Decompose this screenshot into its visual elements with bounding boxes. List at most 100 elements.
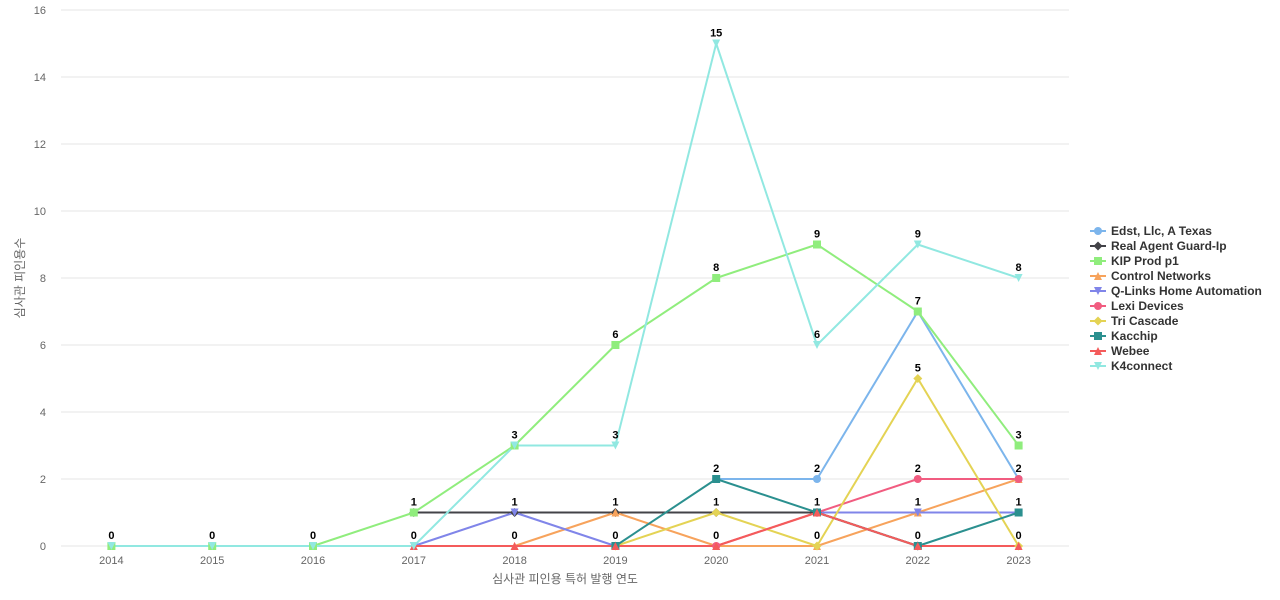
data-point-k4connect xyxy=(1014,274,1023,282)
data-label: 1 xyxy=(713,497,719,509)
legend-label: Control Networks xyxy=(1111,269,1211,283)
data-point-webee xyxy=(1014,542,1023,550)
data-label: 0 xyxy=(209,530,215,542)
legend-marker xyxy=(1094,347,1102,355)
legend-label: Webee xyxy=(1111,344,1150,358)
legend-marker xyxy=(1094,257,1102,265)
data-label: 0 xyxy=(411,530,417,542)
x-tick-label: 2023 xyxy=(1006,555,1030,567)
legend-label: Edst, Llc, A Texas xyxy=(1111,224,1212,238)
data-label: 1 xyxy=(512,497,518,509)
data-label: 6 xyxy=(814,329,820,341)
legend-item-real-agent-guard-ip[interactable]: Real Agent Guard-Ip xyxy=(1090,239,1227,253)
data-label: 1 xyxy=(411,497,417,509)
data-label: 1 xyxy=(612,497,618,509)
legend-marker xyxy=(1093,241,1103,251)
data-point-webee xyxy=(712,542,721,550)
legend-item-tri-cascade[interactable]: Tri Cascade xyxy=(1090,314,1179,328)
legend-label: K4connect xyxy=(1111,359,1172,373)
data-label: 3 xyxy=(612,430,618,442)
legend-item-kacchip[interactable]: Kacchip xyxy=(1090,329,1158,343)
data-point-kacchip xyxy=(1014,508,1023,517)
series-line-k4connect xyxy=(110,42,1020,547)
data-label: 0 xyxy=(310,530,316,542)
data-label: 0 xyxy=(108,530,114,542)
legend-item-control-networks[interactable]: Control Networks xyxy=(1090,269,1211,283)
data-point-kip-prod-p1 xyxy=(913,307,922,316)
data-label: 9 xyxy=(915,229,921,241)
legend-marker xyxy=(1094,362,1102,370)
data-label: 0 xyxy=(1016,530,1022,542)
x-tick-label: 2015 xyxy=(200,555,224,567)
data-labels: 0 0 0 1 0 3 1 0 6 3 1 0 15 8 2 1 0 9 6 2 1 0 9 7 5 2 1 0 8 3 2 1 0 xyxy=(108,28,1021,543)
x-tick-label: 2014 xyxy=(99,555,123,567)
y-tick-label: 14 xyxy=(34,72,46,84)
data-label: 3 xyxy=(1016,430,1022,442)
x-tick-label: 2022 xyxy=(906,555,930,567)
data-point-kip-prod-p1 xyxy=(611,341,620,349)
legend-item-webee[interactable]: Webee xyxy=(1090,344,1150,358)
x-tick-label: 2018 xyxy=(502,555,526,567)
y-tick-label: 0 xyxy=(40,541,46,553)
data-point-lexi-devices xyxy=(1014,475,1023,483)
data-label: 1 xyxy=(915,497,921,509)
x-tick-label: 2020 xyxy=(704,555,728,567)
data-point-k4connect xyxy=(409,542,418,550)
data-point-tri-cascade xyxy=(913,374,923,383)
data-point-k4connect xyxy=(510,441,519,450)
legend-item-edst-llc-a-texas[interactable]: Edst, Llc, A Texas xyxy=(1090,224,1212,238)
data-point-webee xyxy=(813,508,821,517)
data-point-lexi-devices xyxy=(913,475,922,483)
y-axis-title: 심사관 피인용수 xyxy=(13,238,27,319)
data-label: 6 xyxy=(612,329,618,341)
data-label: 0 xyxy=(814,530,820,542)
legend-marker xyxy=(1093,316,1103,326)
data-label: 0 xyxy=(512,530,518,542)
legend-item-q-links-home-automation[interactable]: Q-Links Home Automation xyxy=(1090,284,1262,298)
x-tick-label: 2019 xyxy=(603,555,627,567)
data-label: 2 xyxy=(1016,463,1022,475)
series-markers xyxy=(107,39,1024,551)
data-label: 2 xyxy=(814,463,820,475)
data-point-k4connect xyxy=(712,39,721,48)
legend-item-lexi-devices[interactable]: Lexi Devices xyxy=(1090,299,1184,313)
grid-lines xyxy=(61,9,1069,547)
data-point-k4connect xyxy=(107,542,116,550)
data-label: 9 xyxy=(814,229,820,241)
legend-item-kip-prod-p1[interactable]: KIP Prod p1 xyxy=(1090,254,1179,268)
data-point-webee xyxy=(611,542,620,550)
x-tick-label: 2021 xyxy=(805,555,829,567)
data-point-control-networks xyxy=(611,508,620,517)
y-axis-ticks: 0 2 4 6 8 10 12 14 16 xyxy=(34,5,46,553)
data-point-edst-llc-a-texas xyxy=(813,475,821,483)
series-lines xyxy=(110,42,1020,547)
data-point-webee xyxy=(913,542,922,550)
y-tick-label: 6 xyxy=(40,340,46,352)
x-tick-label: 2016 xyxy=(301,555,325,567)
series-line-edst-llc-a-texas xyxy=(715,310,1020,480)
data-point-k4connect xyxy=(208,542,217,550)
legend-label: Lexi Devices xyxy=(1111,299,1184,313)
data-point-kip-prod-p1 xyxy=(813,240,821,249)
data-point-k4connect xyxy=(913,240,922,249)
data-label: 8 xyxy=(713,262,719,274)
y-tick-label: 16 xyxy=(34,5,46,17)
legend-marker xyxy=(1094,272,1102,280)
legend-label: KIP Prod p1 xyxy=(1111,254,1179,268)
x-tick-label: 2017 xyxy=(402,555,426,567)
data-point-q-links-home-automation xyxy=(510,508,519,517)
legend-label: Tri Cascade xyxy=(1111,314,1179,328)
data-point-tri-cascade xyxy=(711,508,721,517)
data-label: 0 xyxy=(915,530,921,542)
y-tick-label: 2 xyxy=(40,474,46,486)
legend-marker xyxy=(1094,287,1102,295)
data-point-kip-prod-p1 xyxy=(409,508,418,517)
legend-label: Kacchip xyxy=(1111,329,1158,343)
legend-item-k4connect[interactable]: K4connect xyxy=(1090,359,1172,373)
data-label: 2 xyxy=(713,463,719,475)
legend-label: Real Agent Guard-Ip xyxy=(1111,239,1227,253)
x-axis-ticks: 2014 2015 2016 2017 2018 2019 2020 2021 2022 2023 xyxy=(99,555,1031,567)
data-point-k4connect xyxy=(813,341,821,349)
